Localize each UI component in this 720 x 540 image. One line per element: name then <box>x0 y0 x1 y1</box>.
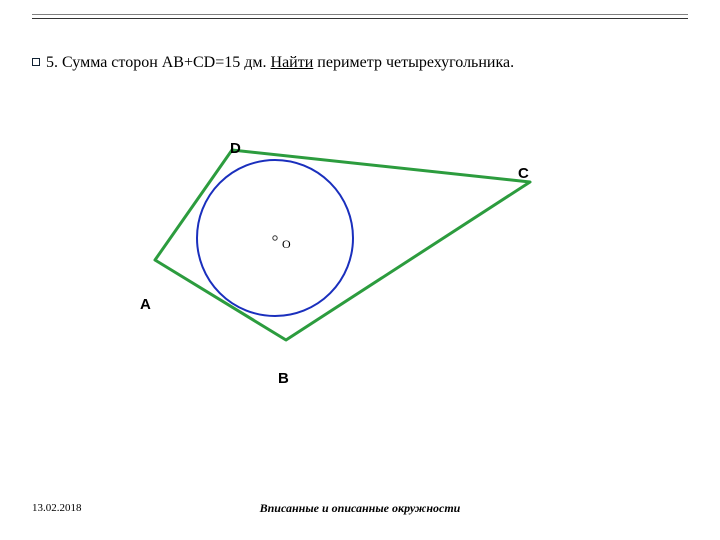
top-rule-1 <box>32 14 688 15</box>
vertex-label-b: В <box>278 370 289 387</box>
center-label-o: О <box>282 237 291 252</box>
geometry-figure: А В С D О <box>120 110 540 370</box>
vertex-label-a: А <box>140 296 151 313</box>
slide-title: Вписанные и описанные окружности <box>0 501 720 516</box>
top-rule-2 <box>32 18 688 19</box>
problem-text-2: периметр четырехугольника. <box>313 54 514 71</box>
vertex-label-c: С <box>518 165 529 182</box>
bullet-box-icon <box>32 58 40 66</box>
problem-text-1: Сумма сторон АВ+СD=15 дм. <box>62 54 271 71</box>
inscribed-circle <box>197 160 353 316</box>
problem-number: 5. <box>46 54 58 71</box>
vertex-label-d: D <box>230 140 241 157</box>
problem-statement: 5. Сумма сторон АВ+СD=15 дм. Найти перим… <box>32 54 514 72</box>
problem-underlined: Найти <box>271 54 314 71</box>
quadrilateral <box>155 150 530 340</box>
figure-svg <box>120 110 540 370</box>
center-point <box>273 236 277 240</box>
